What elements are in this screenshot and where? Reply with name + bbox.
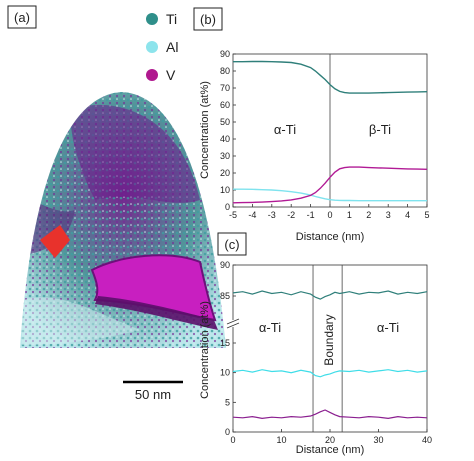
panel-b-xtick-label: 0 [327, 210, 332, 220]
panel-c-axis-break [226, 318, 240, 329]
panel-c-ytick-label: 0 [225, 427, 230, 437]
panel-b-xtick-label: 4 [405, 210, 410, 220]
panel-c-box [217, 232, 247, 256]
panel-c-ylabel: Concentration (at%) [199, 301, 211, 399]
panel-b-ytick-label: 70 [220, 83, 230, 93]
panel-b-ytick-label: 40 [220, 134, 230, 144]
scale-bar: 50 nm [123, 380, 183, 402]
element-legend: Ti Al V [146, 11, 178, 83]
al-legend-label: Al [166, 39, 178, 55]
panel-b-series [232, 60, 428, 204]
panel-b-ytick-label: 60 [220, 100, 230, 110]
panel-c-xlabel: Distance (nm) [296, 444, 364, 456]
panel-c-v-series-line [232, 409, 428, 420]
panel-b-ytick-label: 50 [220, 117, 230, 127]
panel-b: (b) -5 -4 -3 -2 -1 0 1 2 3 4 50102030405060708090 … [193, 7, 430, 243]
panel-b-ti-series-line [233, 60, 428, 94]
panel-b-ytick-label: 80 [220, 66, 230, 76]
isosurface-marker [40, 225, 70, 258]
panel-c-ytick-label: 5 [225, 397, 230, 407]
v-rich-interface [90, 254, 217, 322]
panel-c-xtick-label: 0 [230, 435, 235, 445]
v-legend-label: V [166, 67, 176, 83]
panel-b-box [193, 7, 223, 31]
panel-c-xtick-label: 10 [276, 435, 286, 445]
panel-b-ytick-label: 20 [220, 168, 230, 178]
panel-b-xtick-label: -3 [268, 210, 276, 220]
panel-b-xtick-label: 1 [347, 210, 352, 220]
panel-b-xtick-label: 3 [386, 210, 391, 220]
panel-b-ytick-label: 30 [220, 151, 230, 161]
panel-c-boundary-label: Boundary [322, 314, 336, 365]
panel-c-series [232, 290, 428, 420]
panel-c-alpha-right-label: α-Ti [377, 320, 399, 335]
panel-c-ytick-label: 10 [220, 368, 230, 378]
panel-b-v-series-line [232, 166, 428, 204]
panel-c: (c) 0 10 20 30 40 0 5 10 15 85 90 α-Ti Boundary α-… [199, 232, 432, 456]
panel-b-xtick-label: 2 [366, 210, 371, 220]
panel-c-ti-series-line [232, 290, 428, 300]
panel-c-ytick-label: 85 [220, 291, 230, 301]
panel-c-xtick-label: 30 [373, 435, 383, 445]
v-legend-marker [146, 69, 158, 81]
panel-b-label: (b) [200, 12, 216, 27]
panel-b-xtick-label: -2 [287, 210, 295, 220]
panel-c-al-series-line [232, 369, 428, 378]
panel-c-ytick-label: 15 [220, 338, 230, 348]
panel-b-ylabel: Concentration (at%) [199, 81, 211, 179]
panel-c-alpha-left-label: α-Ti [259, 320, 281, 335]
panel-b-ytick-label: 0 [225, 202, 230, 212]
panel-b-ytick-label: 90 [220, 49, 230, 59]
panel-b-al-series-line [233, 188, 427, 202]
panel-b-xtick-label: -4 [248, 210, 256, 220]
panel-b-xtick-label: -1 [307, 210, 315, 220]
panel-c-ytick-label: 90 [220, 260, 230, 270]
ti-legend-label: Ti [166, 11, 177, 27]
scale-bar-label: 50 nm [135, 387, 171, 402]
panel-b-xtick-label: -5 [229, 210, 237, 220]
panel-b-xlabel: Distance (nm) [296, 231, 364, 243]
panel-b-ytick-label: 10 [220, 185, 230, 195]
panel-c-xtick-label: 40 [422, 435, 432, 445]
panel-c-xtick-label: 20 [325, 435, 335, 445]
panel-a-label: (a) [14, 10, 30, 25]
al-legend-marker [146, 41, 158, 53]
panel-c-label: (c) [224, 237, 239, 252]
panel-b-alpha-label: α-Ti [274, 122, 296, 137]
ti-legend-marker [146, 13, 158, 25]
panel-b-xtick-label: 5 [424, 210, 429, 220]
panel-a-box [7, 5, 37, 29]
panel-b-beta-label: β-Ti [369, 122, 391, 137]
panel-c-ticks: 0 10 20 30 40 0 5 10 15 85 90 [220, 260, 432, 445]
